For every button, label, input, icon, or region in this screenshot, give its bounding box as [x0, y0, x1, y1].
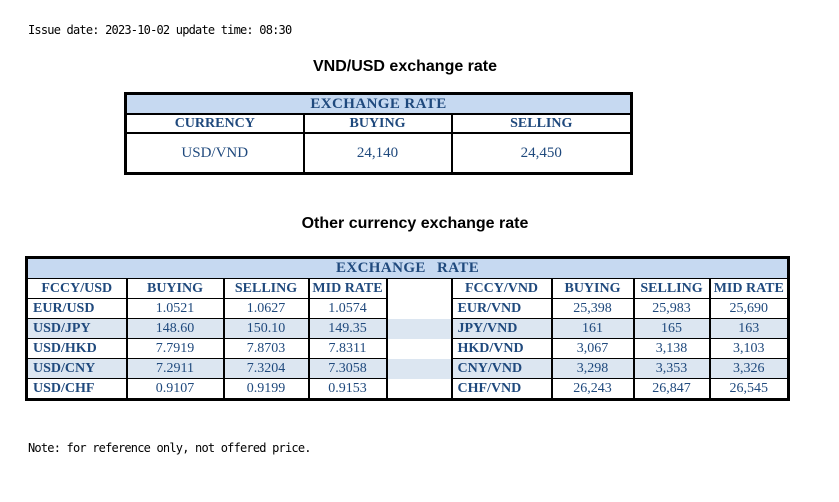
cell-midrate-vnd: 3,326: [708, 358, 790, 379]
usd-table-title: VND/USD exchange rate: [312, 58, 498, 75]
cell-selling-usd: 0.9199: [222, 378, 310, 400]
table-row: USD/JPY 148.60 150.10 149.35 JPY/VND 161…: [25, 318, 790, 339]
issue-date-line: Issue date: 2023-10-02 update time: 08:3…: [28, 23, 292, 37]
cell-buying-usd: 7.7919: [125, 338, 225, 359]
col-header-midrate-vnd: MID RATE: [708, 278, 790, 299]
cell-pair-usd: USD/HKD: [25, 338, 128, 359]
cell-selling-usd: 7.3204: [222, 358, 310, 379]
cell-pair-vnd: JPY/VND: [450, 318, 553, 339]
usd-vnd-table: EXCHANGE RATE CURRENCY BUYING SELLING US…: [124, 92, 634, 175]
cell-pair-vnd: CNY/VND: [450, 358, 553, 379]
cell-pair-vnd: EUR/VND: [450, 298, 553, 319]
col-header-fccy-usd: FCCY/USD: [25, 278, 128, 299]
cell-pair-vnd: CHF/VND: [450, 378, 553, 400]
column-header-row: CURRENCY BUYING SELLING: [124, 113, 633, 134]
cell-midrate-vnd: 163: [708, 318, 790, 339]
cell-buying-vnd: 26,243: [550, 378, 635, 400]
spacer-cell: [385, 298, 453, 319]
spacer-cell: [385, 338, 453, 359]
table-row: USD/HKD 7.7919 7.8703 7.8311 HKD/VND 3,0…: [25, 338, 790, 359]
col-header-buying-vnd: BUYING: [550, 278, 635, 299]
spacer-cell: [385, 358, 453, 379]
table-row: USD/CNY 7.2911 7.3204 7.3058 CNY/VND 3,2…: [25, 358, 790, 379]
cell-buying-usd: 0.9107: [125, 378, 225, 400]
note-line: Note: for reference only, not offered pr…: [28, 441, 311, 455]
cell-selling-usd: 7.8703: [222, 338, 310, 359]
cell-selling-vnd: 26,847: [632, 378, 711, 400]
col-header-buying-usd: BUYING: [125, 278, 225, 299]
cell-buying-vnd: 25,398: [550, 298, 635, 319]
cell-buying-usd: 7.2911: [125, 358, 225, 379]
cell-midrate-usd: 7.8311: [307, 338, 388, 359]
col-header-currency: CURRENCY: [124, 113, 305, 134]
cell-midrate-vnd: 25,690: [708, 298, 790, 319]
cell-midrate-usd: 149.35: [307, 318, 388, 339]
col-header-selling: SELLING: [450, 113, 633, 134]
table-banner-row: EXCHANGE RATE: [124, 92, 633, 115]
cell-midrate-usd: 7.3058: [307, 358, 388, 379]
cell-buying-vnd: 3,298: [550, 358, 635, 379]
cell-selling-vnd: 165: [632, 318, 711, 339]
cell-pair-vnd: HKD/VND: [450, 338, 553, 359]
table-row: USD/VND 24,140 24,450: [124, 132, 633, 175]
cell-currency-pair: USD/VND: [124, 132, 305, 175]
cell-selling-vnd: 25,983: [632, 298, 711, 319]
cell-buying-vnd: 3,067: [550, 338, 635, 359]
cell-selling-vnd: 3,353: [632, 358, 711, 379]
cell-pair-usd: USD/CHF: [25, 378, 128, 400]
cell-pair-usd: USD/JPY: [25, 318, 128, 339]
col-header-midrate-usd: MID RATE: [307, 278, 388, 299]
cell-midrate-vnd: 3,103: [708, 338, 790, 359]
cell-midrate-usd: 1.0574: [307, 298, 388, 319]
spacer-cell: [385, 278, 453, 299]
table-row: USD/CHF 0.9107 0.9199 0.9153 CHF/VND 26,…: [25, 378, 790, 400]
col-header-fccy-vnd: FCCY/VND: [450, 278, 553, 299]
cell-pair-usd: EUR/USD: [25, 298, 128, 319]
table-row: EUR/USD 1.0521 1.0627 1.0574 EUR/VND 25,…: [25, 298, 790, 319]
cell-selling-usd: 150.10: [222, 318, 310, 339]
col-header-selling-vnd: SELLING: [632, 278, 711, 299]
spacer-cell: [385, 318, 453, 339]
exchange-rate-banner: EXCHANGE RATE: [124, 92, 633, 115]
cell-buying-rate: 24,140: [302, 132, 453, 175]
cell-buying-vnd: 161: [550, 318, 635, 339]
cell-midrate-vnd: 26,545: [708, 378, 790, 400]
spacer-cell: [385, 378, 453, 400]
other-table-title: Other currency exchange rate: [301, 215, 529, 232]
cell-midrate-usd: 0.9153: [307, 378, 388, 400]
column-header-row: FCCY/USD BUYING SELLING MID RATE FCCY/VN…: [25, 278, 790, 299]
cell-selling-rate: 24,450: [450, 132, 633, 175]
cell-buying-usd: 148.60: [125, 318, 225, 339]
cell-selling-usd: 1.0627: [222, 298, 310, 319]
other-currency-table: EXCHANGE RATE FCCY/USD BUYING SELLING MI…: [25, 256, 791, 401]
cell-pair-usd: USD/CNY: [25, 358, 128, 379]
col-header-selling-usd: SELLING: [222, 278, 310, 299]
cell-selling-vnd: 3,138: [632, 338, 711, 359]
exchange-rate-banner: EXCHANGE RATE: [25, 257, 790, 279]
cell-buying-usd: 1.0521: [125, 298, 225, 319]
table-banner-row: EXCHANGE RATE: [25, 257, 790, 279]
col-header-buying: BUYING: [302, 113, 453, 134]
